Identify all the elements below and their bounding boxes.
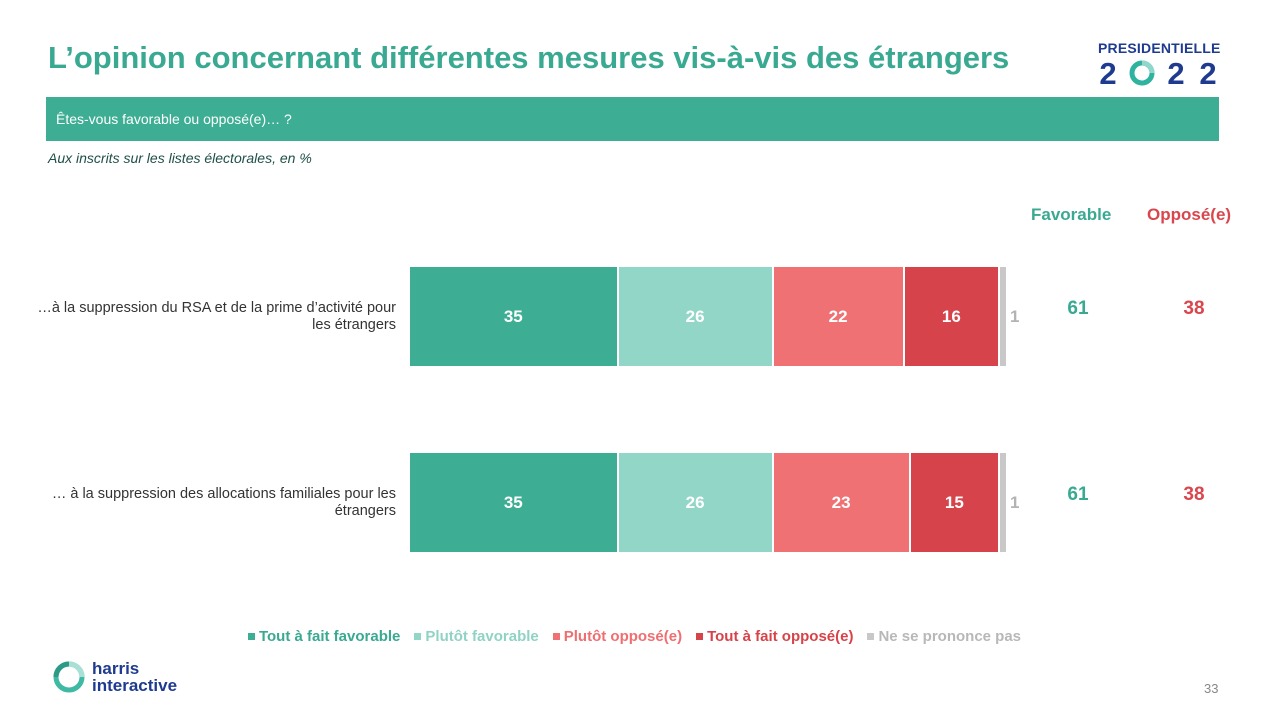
brand-year-digit: 2	[1099, 56, 1116, 88]
legend-label: Ne se prononce pas	[878, 628, 1022, 645]
bar-segment: 26	[618, 453, 772, 552]
legend-swatch	[867, 633, 875, 640]
bar-segment: 16	[904, 267, 999, 366]
bar-value-label: 22	[828, 306, 848, 326]
bar-segment	[1000, 453, 1006, 552]
page-number: 33	[1204, 681, 1219, 696]
bar-segment: 26	[618, 267, 772, 366]
legend-item: Tout à fait favorable	[247, 628, 401, 645]
bar-segment	[1000, 267, 1006, 366]
row-label: …à la suppression du RSA et de la prime …	[37, 299, 396, 333]
total-oppose: 38	[1183, 297, 1205, 319]
bar-value-label: 35	[503, 306, 523, 326]
legend-item: Plutôt favorable	[414, 628, 539, 645]
total-favorable: 61	[1067, 297, 1089, 319]
brand-year: 2 2 2	[1099, 56, 1216, 88]
legend-label: Plutôt opposé(e)	[563, 628, 683, 645]
bar-value-label: 23	[831, 492, 851, 512]
legend-swatch	[414, 633, 422, 640]
bar-value-label: 15	[944, 492, 964, 512]
legend-item: Tout à fait opposé(e)	[696, 628, 853, 645]
favorable-column-header: Favorable	[1031, 205, 1112, 224]
page-title: L’opinion concernant différentes mesures…	[48, 40, 1010, 75]
legend-label: Tout à fait opposé(e)	[707, 628, 854, 645]
nsp-value-label: 1	[1010, 492, 1020, 512]
harris-interactive-logo: harris interactive	[52, 660, 212, 696]
harris-wordmark-line2: interactive	[92, 676, 178, 695]
harris-ring-icon	[53, 661, 85, 693]
nsp-value-label: 1	[1010, 306, 1020, 326]
bar-value-label: 16	[941, 306, 961, 326]
legend-swatch	[247, 633, 255, 640]
legend-item: Ne se prononce pas	[867, 628, 1021, 645]
legend-label: Tout à fait favorable	[258, 628, 401, 645]
question-band: Êtes-vous favorable ou opposé(e)… ?	[46, 97, 1219, 141]
brand-ring-icon	[1129, 60, 1155, 86]
presidentielle-2022-logo: PRESIDENTIELLE 2 2 2	[1098, 40, 1220, 88]
total-favorable: 61	[1067, 483, 1089, 505]
brand-year-digit: 2	[1167, 56, 1184, 88]
bar-value-label: 35	[503, 492, 523, 512]
row-label: … à la suppression des allocations famil…	[51, 485, 396, 519]
total-oppose: 38	[1183, 483, 1205, 505]
bar-segment: 22	[773, 267, 903, 366]
chart-legend: Tout à fait favorable Plutôt favorable Plu…	[0, 628, 1269, 645]
legend-swatch	[552, 633, 560, 640]
oppose-column-header: Opposé(e)	[1147, 205, 1232, 224]
bar-segment: 15	[910, 453, 999, 552]
harris-wordmark-line1: harris	[92, 659, 140, 678]
legend-item: Plutôt opposé(e)	[552, 628, 683, 645]
bar-value-label: 26	[685, 492, 705, 512]
bar-segment: 23	[773, 453, 909, 552]
bar-segment: 35	[410, 267, 617, 366]
brand-year-digit: 2	[1199, 56, 1216, 88]
brand-word: PRESIDENTIELLE	[1098, 40, 1221, 56]
legend-label: Plutôt favorable	[425, 628, 539, 645]
harris-wordmark: harris interactive	[92, 660, 177, 694]
bar-segment: 35	[410, 453, 617, 552]
base-note: Aux inscrits sur les listes électorales,…	[48, 150, 312, 166]
bar-value-label: 26	[685, 306, 705, 326]
legend-swatch	[696, 633, 704, 640]
